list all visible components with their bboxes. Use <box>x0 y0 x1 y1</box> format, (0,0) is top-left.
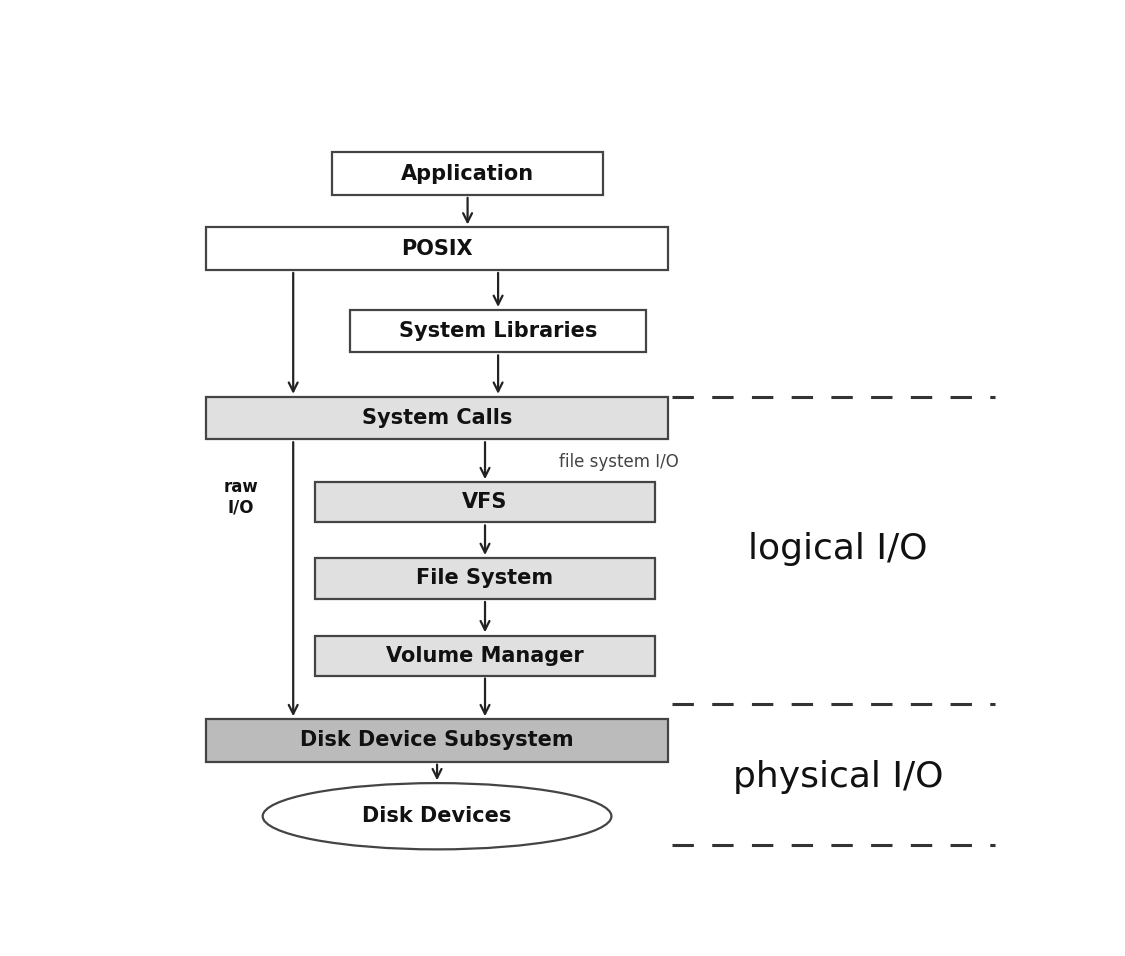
Text: physical I/O: physical I/O <box>732 760 944 794</box>
Text: POSIX: POSIX <box>402 239 472 259</box>
FancyBboxPatch shape <box>206 719 668 762</box>
FancyBboxPatch shape <box>315 482 655 522</box>
Text: raw
I/O: raw I/O <box>224 478 259 517</box>
Text: VFS: VFS <box>462 492 507 511</box>
Text: logical I/O: logical I/O <box>748 532 928 566</box>
FancyBboxPatch shape <box>333 152 603 195</box>
Text: Disk Devices: Disk Devices <box>362 806 512 826</box>
Ellipse shape <box>263 783 612 849</box>
Text: File System: File System <box>416 569 554 589</box>
FancyBboxPatch shape <box>206 228 668 270</box>
Text: Application: Application <box>400 163 534 184</box>
Text: file system I/O: file system I/O <box>559 453 678 471</box>
Text: Volume Manager: Volume Manager <box>386 645 584 665</box>
FancyBboxPatch shape <box>315 636 655 676</box>
Text: System Calls: System Calls <box>362 408 512 428</box>
Text: System Libraries: System Libraries <box>399 321 597 341</box>
FancyBboxPatch shape <box>315 558 655 598</box>
FancyBboxPatch shape <box>206 397 668 440</box>
Text: Disk Device Subsystem: Disk Device Subsystem <box>300 730 574 750</box>
FancyBboxPatch shape <box>350 310 646 353</box>
